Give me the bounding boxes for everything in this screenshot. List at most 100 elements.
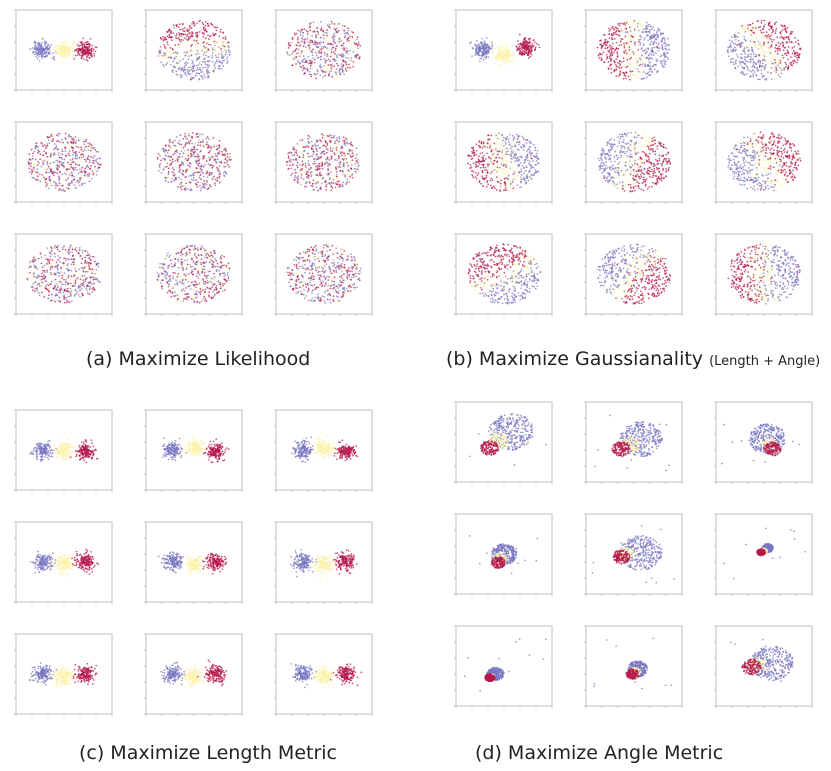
panel-a-subplot-7-point-red xyxy=(30,266,32,268)
panel-a-subplot-8-point-red xyxy=(210,254,212,256)
panel-a-subplot-8-point-yellow xyxy=(200,278,202,280)
panel-a-subplot-5-point-red xyxy=(219,173,221,175)
panel-a-subplot-4-point-yellow xyxy=(31,176,33,178)
panel-a-subplot-7-point-yellow xyxy=(91,270,93,272)
panel-a-subplot-8-point-yellow xyxy=(164,258,166,260)
panel-a-subplot-6-point-yellow xyxy=(353,165,355,167)
panel-a-subplot-6-point-yellow xyxy=(300,172,302,174)
panel-a-subplot-8-point-yellow xyxy=(169,288,171,290)
panel-a-subplot-7-point-purple xyxy=(45,285,47,287)
panel-a-subplot-6-point-red xyxy=(326,148,328,150)
panel-a-subplot-3-point-yellow xyxy=(351,67,353,69)
panel-a-subplot-8-point-red xyxy=(167,267,169,269)
panel-a-subplot-2-point-red xyxy=(176,24,178,26)
panel-a-subplot-7-point-purple xyxy=(66,268,68,270)
panel-a-subplot-3-point-red xyxy=(321,29,323,31)
panel-a-subplot-2-point-yellow xyxy=(191,50,193,52)
panel-a-subplot-8-point-purple xyxy=(188,281,190,283)
panel-a-subplot-9-point-red xyxy=(341,266,343,268)
panel-a-subplot-7-point-purple xyxy=(89,286,91,288)
panel-a-subplot-5-point-red xyxy=(210,172,212,174)
panel-a-subplot-2-point-purple xyxy=(208,56,210,58)
panel-a-subplot-6-point-yellow xyxy=(328,176,330,178)
panel-a-subplot-5-point-yellow xyxy=(186,154,188,156)
panel-a-subplot-8-point-purple xyxy=(227,272,229,274)
panel-a-subplot-8-point-yellow xyxy=(207,292,209,294)
panel-a-subplot-5-point-yellow xyxy=(216,168,218,170)
panel-a-subplot-4-point-purple xyxy=(36,179,38,181)
panel-a-subplot-9-point-purple xyxy=(308,269,310,271)
panel-a-subplot-8-point-purple xyxy=(218,270,220,272)
panel-a-subplot-7-point-purple xyxy=(97,263,99,265)
panel-a-subplot-7-point-red xyxy=(41,292,43,294)
panel-a-subplot-8-point-red xyxy=(208,294,210,296)
panel-a-subplot-6-point-red xyxy=(323,153,325,155)
panel-a-subplot-4-point-red xyxy=(81,167,83,169)
panel-a-subplot-2-point-red xyxy=(185,55,187,57)
panel-a-subplot-4-point-red xyxy=(90,150,92,152)
panel-a-subplot-3-point-red xyxy=(304,73,306,75)
panel-a-subplot-7-point-purple xyxy=(46,271,48,273)
panel-a-subplot-6-point-purple xyxy=(303,178,305,180)
panel-a-subplot-9-point-yellow xyxy=(300,252,302,254)
panel-a-subplot-5-point-yellow xyxy=(206,177,208,179)
panel-a-subplot-2-point-purple xyxy=(172,71,174,73)
panel-a-subplot-6-point-purple xyxy=(333,148,335,150)
panel-a-subplot-9-point-red xyxy=(305,252,307,254)
panel-a-subplot-9-point-red xyxy=(314,284,316,286)
panel-a-subplot-2-point-purple xyxy=(210,44,212,46)
panel-a-subplot-3-point-red xyxy=(329,27,331,29)
panel-a-subplot-5-point-red xyxy=(174,152,176,154)
panel-a-subplot-6-point-red xyxy=(315,169,317,171)
panel-a-subplot-1-point-red xyxy=(86,41,88,43)
panel-a-subplot-3-point-purple xyxy=(297,52,299,54)
panel-a-subplot-7-point-purple xyxy=(96,269,98,271)
panel-a-subplot-3-point-yellow xyxy=(293,40,295,42)
panel-a-subplot-4-point-red xyxy=(89,173,91,175)
panel-a-subplot-5-point-red xyxy=(209,164,211,166)
panel-a-subplot-2-point-red xyxy=(225,36,227,38)
panel-a-subplot-5-point-red xyxy=(216,155,218,157)
panel-a-subplot-8-point-purple xyxy=(197,254,199,256)
panel-a-subplot-8-point-purple xyxy=(188,296,190,298)
panel-a-subplot-5-point-purple xyxy=(206,184,208,186)
panel-a-subplot-2-point-yellow xyxy=(223,44,225,46)
panel-a-subplot-6-point-purple xyxy=(328,163,330,165)
panel-a-subplot-9-point-red xyxy=(309,250,311,252)
panel-a-subplot-4-point-red xyxy=(46,161,48,163)
panel-a-subplot-6-point-purple xyxy=(348,181,350,183)
panel-a-subplot-2-point-red xyxy=(180,69,182,71)
panel-a-subplot-6-point-red xyxy=(302,165,304,167)
panel-a-subplot-8-point-red xyxy=(201,258,203,260)
panel-a-subplot-7-point-purple xyxy=(55,289,57,291)
panel-a-subplot-4-point-red xyxy=(74,178,76,180)
panel-a-subplot-9-point-red xyxy=(350,279,352,281)
panel-a-subplot-4-point-purple xyxy=(87,174,89,176)
panel-a-subplot-6-point-red xyxy=(341,151,343,153)
panel-a-subplot-1-point-red xyxy=(93,55,95,57)
panel-a-subplot-4-point-red xyxy=(85,139,87,141)
panel-a-subplot-8-point-purple xyxy=(217,281,219,283)
panel-a-subplot-5-point-purple xyxy=(188,157,190,159)
panel-a-subplot-5-point-red xyxy=(212,178,214,180)
panel-a-subplot-9-point-red xyxy=(327,299,329,301)
panel-a-subplot-9-point-purple xyxy=(324,292,326,294)
panel-a-subplot-9-point-purple xyxy=(310,279,312,281)
panel-a-subplot-4-point-purple xyxy=(53,148,55,150)
panel-a-subplot-2-point-yellow xyxy=(168,45,170,47)
panel-a-subplot-1-point-purple xyxy=(47,44,49,46)
panel-a-subplot-9-point-purple xyxy=(290,286,292,288)
panel-a-subplot-8-point-purple xyxy=(186,251,188,253)
panel-a-subplot-6-point-red xyxy=(317,190,319,192)
panel-a-subplot-2-point-yellow xyxy=(201,34,203,36)
panel-a-subplot-5-point-purple xyxy=(159,155,161,157)
panel-a-subplot-5-point-red xyxy=(226,160,228,162)
panel-a-subplot-2-point-red xyxy=(214,34,216,36)
panel-a-subplot-9-point-red xyxy=(307,283,309,285)
panel-a-subplot-7-point-red xyxy=(81,263,83,265)
panel-a-subplot-9-point-purple xyxy=(328,246,330,248)
panel-a-subplot-7-point-purple xyxy=(55,283,57,285)
panel-a-subplot-2-point-yellow xyxy=(205,45,207,47)
panel-a-subplot-3-point-purple xyxy=(313,22,315,24)
panel-a-subplot-9-point-purple xyxy=(359,278,361,280)
